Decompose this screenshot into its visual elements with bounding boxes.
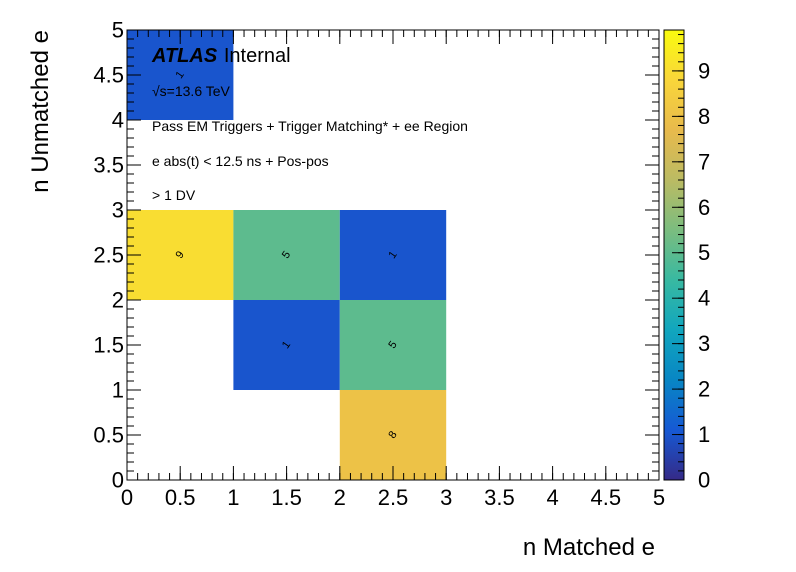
x-axis-title: n Matched e bbox=[523, 534, 655, 561]
heatmap-cell bbox=[127, 210, 234, 300]
y-tick-label: 0 bbox=[112, 468, 124, 493]
x-tick-label: 1 bbox=[227, 485, 239, 510]
y-tick-label: 3.5 bbox=[93, 153, 124, 178]
z-tick-label: 0 bbox=[698, 468, 710, 493]
internal-label: Internal bbox=[224, 45, 291, 67]
selection-label-1: Pass EM Triggers + Trigger Matching* + e… bbox=[152, 118, 468, 134]
y-tick-label: 1 bbox=[112, 378, 124, 403]
y-axis-title: n Unmatched e bbox=[27, 30, 54, 193]
heatmap-cell bbox=[233, 210, 340, 300]
x-tick-label: 5 bbox=[653, 485, 665, 510]
cell-value-label: 8 bbox=[386, 429, 399, 441]
y-tick-label: 4 bbox=[112, 108, 124, 133]
y-tick-label: 2 bbox=[112, 288, 124, 313]
y-tick-label: 5 bbox=[112, 18, 124, 43]
x-tick-label: 4 bbox=[546, 485, 558, 510]
color-scale-bar bbox=[663, 29, 685, 481]
x-tick-label: 0.5 bbox=[165, 485, 196, 510]
z-tick-label: 3 bbox=[698, 331, 710, 356]
cell-value-label: 1 bbox=[174, 69, 187, 81]
x-tick-label: 0 bbox=[121, 485, 133, 510]
y-tick-label: 3 bbox=[112, 198, 124, 223]
selection-label-2: e abs(t) < 12.5 ns + Pos-pos bbox=[152, 153, 329, 169]
z-tick-label: 9 bbox=[698, 58, 710, 83]
selection-label-3: > 1 DV bbox=[152, 187, 196, 203]
y-tick-label: 1.5 bbox=[93, 333, 124, 358]
heatmap-cell bbox=[339, 390, 447, 480]
cell-value-label: 9 bbox=[174, 249, 187, 261]
z-tick-label: 5 bbox=[698, 240, 710, 265]
z-tick-label: 1 bbox=[698, 422, 710, 447]
cell-value-label: 5 bbox=[280, 249, 293, 261]
atlas-label: ATLAS bbox=[151, 45, 218, 67]
energy-label: √s=13.6 TeV bbox=[152, 83, 231, 99]
x-tick-label: 4.5 bbox=[591, 485, 622, 510]
x-tick-label: 3.5 bbox=[484, 485, 515, 510]
heatmap-cell bbox=[127, 30, 234, 120]
z-tick-label: 2 bbox=[698, 377, 710, 402]
z-tick-label: 7 bbox=[698, 149, 710, 174]
heatmap-cell bbox=[233, 300, 340, 390]
x-tick-label: 2.5 bbox=[378, 485, 409, 510]
x-tick-label: 2 bbox=[334, 485, 346, 510]
z-tick-label: 6 bbox=[698, 195, 710, 220]
cell-value-label: 1 bbox=[386, 249, 399, 261]
z-tick-label: 4 bbox=[698, 286, 710, 311]
y-tick-label: 4.5 bbox=[93, 63, 124, 88]
y-tick-label: 2.5 bbox=[93, 243, 124, 268]
heatmap-cell bbox=[339, 300, 447, 390]
x-tick-label: 1.5 bbox=[271, 485, 302, 510]
heatmap-cell bbox=[339, 210, 447, 300]
z-tick-label: 8 bbox=[698, 104, 710, 129]
y-tick-label: 0.5 bbox=[93, 423, 124, 448]
cell-value-label: 5 bbox=[386, 339, 399, 351]
cell-value-label: 1 bbox=[280, 339, 293, 351]
x-tick-label: 3 bbox=[440, 485, 452, 510]
